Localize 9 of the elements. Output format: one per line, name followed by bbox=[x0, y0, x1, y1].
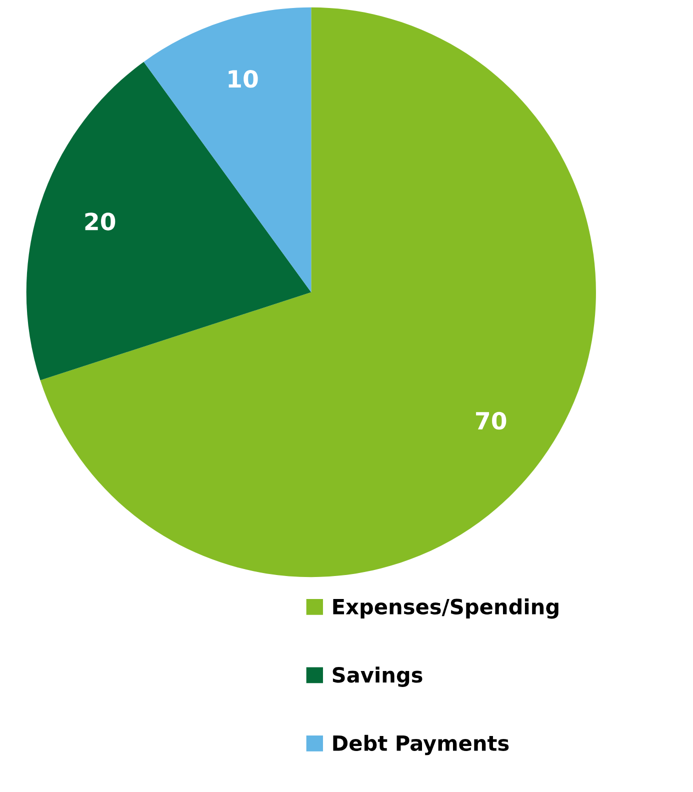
data-label: 20 bbox=[85, 212, 116, 230]
pie-slice bbox=[144, 7, 312, 292]
legend-label: Debt Payments bbox=[333, 734, 509, 756]
pie-slice bbox=[40, 7, 596, 578]
legend-label: Expenses/Spending bbox=[333, 598, 558, 619]
pie-slice bbox=[26, 62, 312, 380]
data-label: 70 bbox=[476, 412, 506, 430]
legend-label: Savings bbox=[332, 666, 422, 687]
data-label: 10 bbox=[228, 70, 258, 88]
